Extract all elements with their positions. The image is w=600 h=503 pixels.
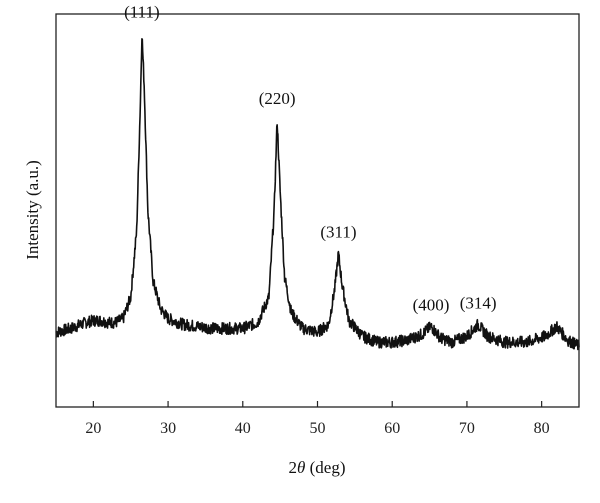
series-line	[55, 38, 580, 351]
x-tick-label: 80	[534, 420, 550, 437]
peak-label: (314)	[460, 293, 497, 312]
peak-label: (111)	[124, 3, 160, 22]
x-tick-label: 70	[459, 420, 475, 437]
x-axis-title-symbol: θ	[297, 458, 305, 477]
x-axis-ticks: 20 30 40 50 60 70 80	[85, 401, 550, 437]
plot-area	[55, 38, 580, 351]
x-tick-label: 50	[310, 420, 326, 437]
x-tick-label: 40	[235, 420, 251, 437]
peak-label: (400)	[413, 295, 450, 314]
x-axis-title-suffix: (deg)	[305, 458, 345, 477]
y-axis-title: Intensity (a.u.)	[23, 160, 42, 260]
x-tick-label: 20	[85, 420, 101, 437]
peak-label: (220)	[259, 89, 296, 108]
x-tick-label: 60	[384, 420, 400, 437]
peak-labels: (111) (220) (311) (400) (314)	[124, 3, 496, 315]
peak-label: (311)	[320, 223, 356, 242]
x-axis-title: 2θ (deg)	[289, 458, 346, 477]
x-tick-label: 30	[160, 420, 176, 437]
x-axis-title-prefix: 2	[289, 458, 298, 477]
